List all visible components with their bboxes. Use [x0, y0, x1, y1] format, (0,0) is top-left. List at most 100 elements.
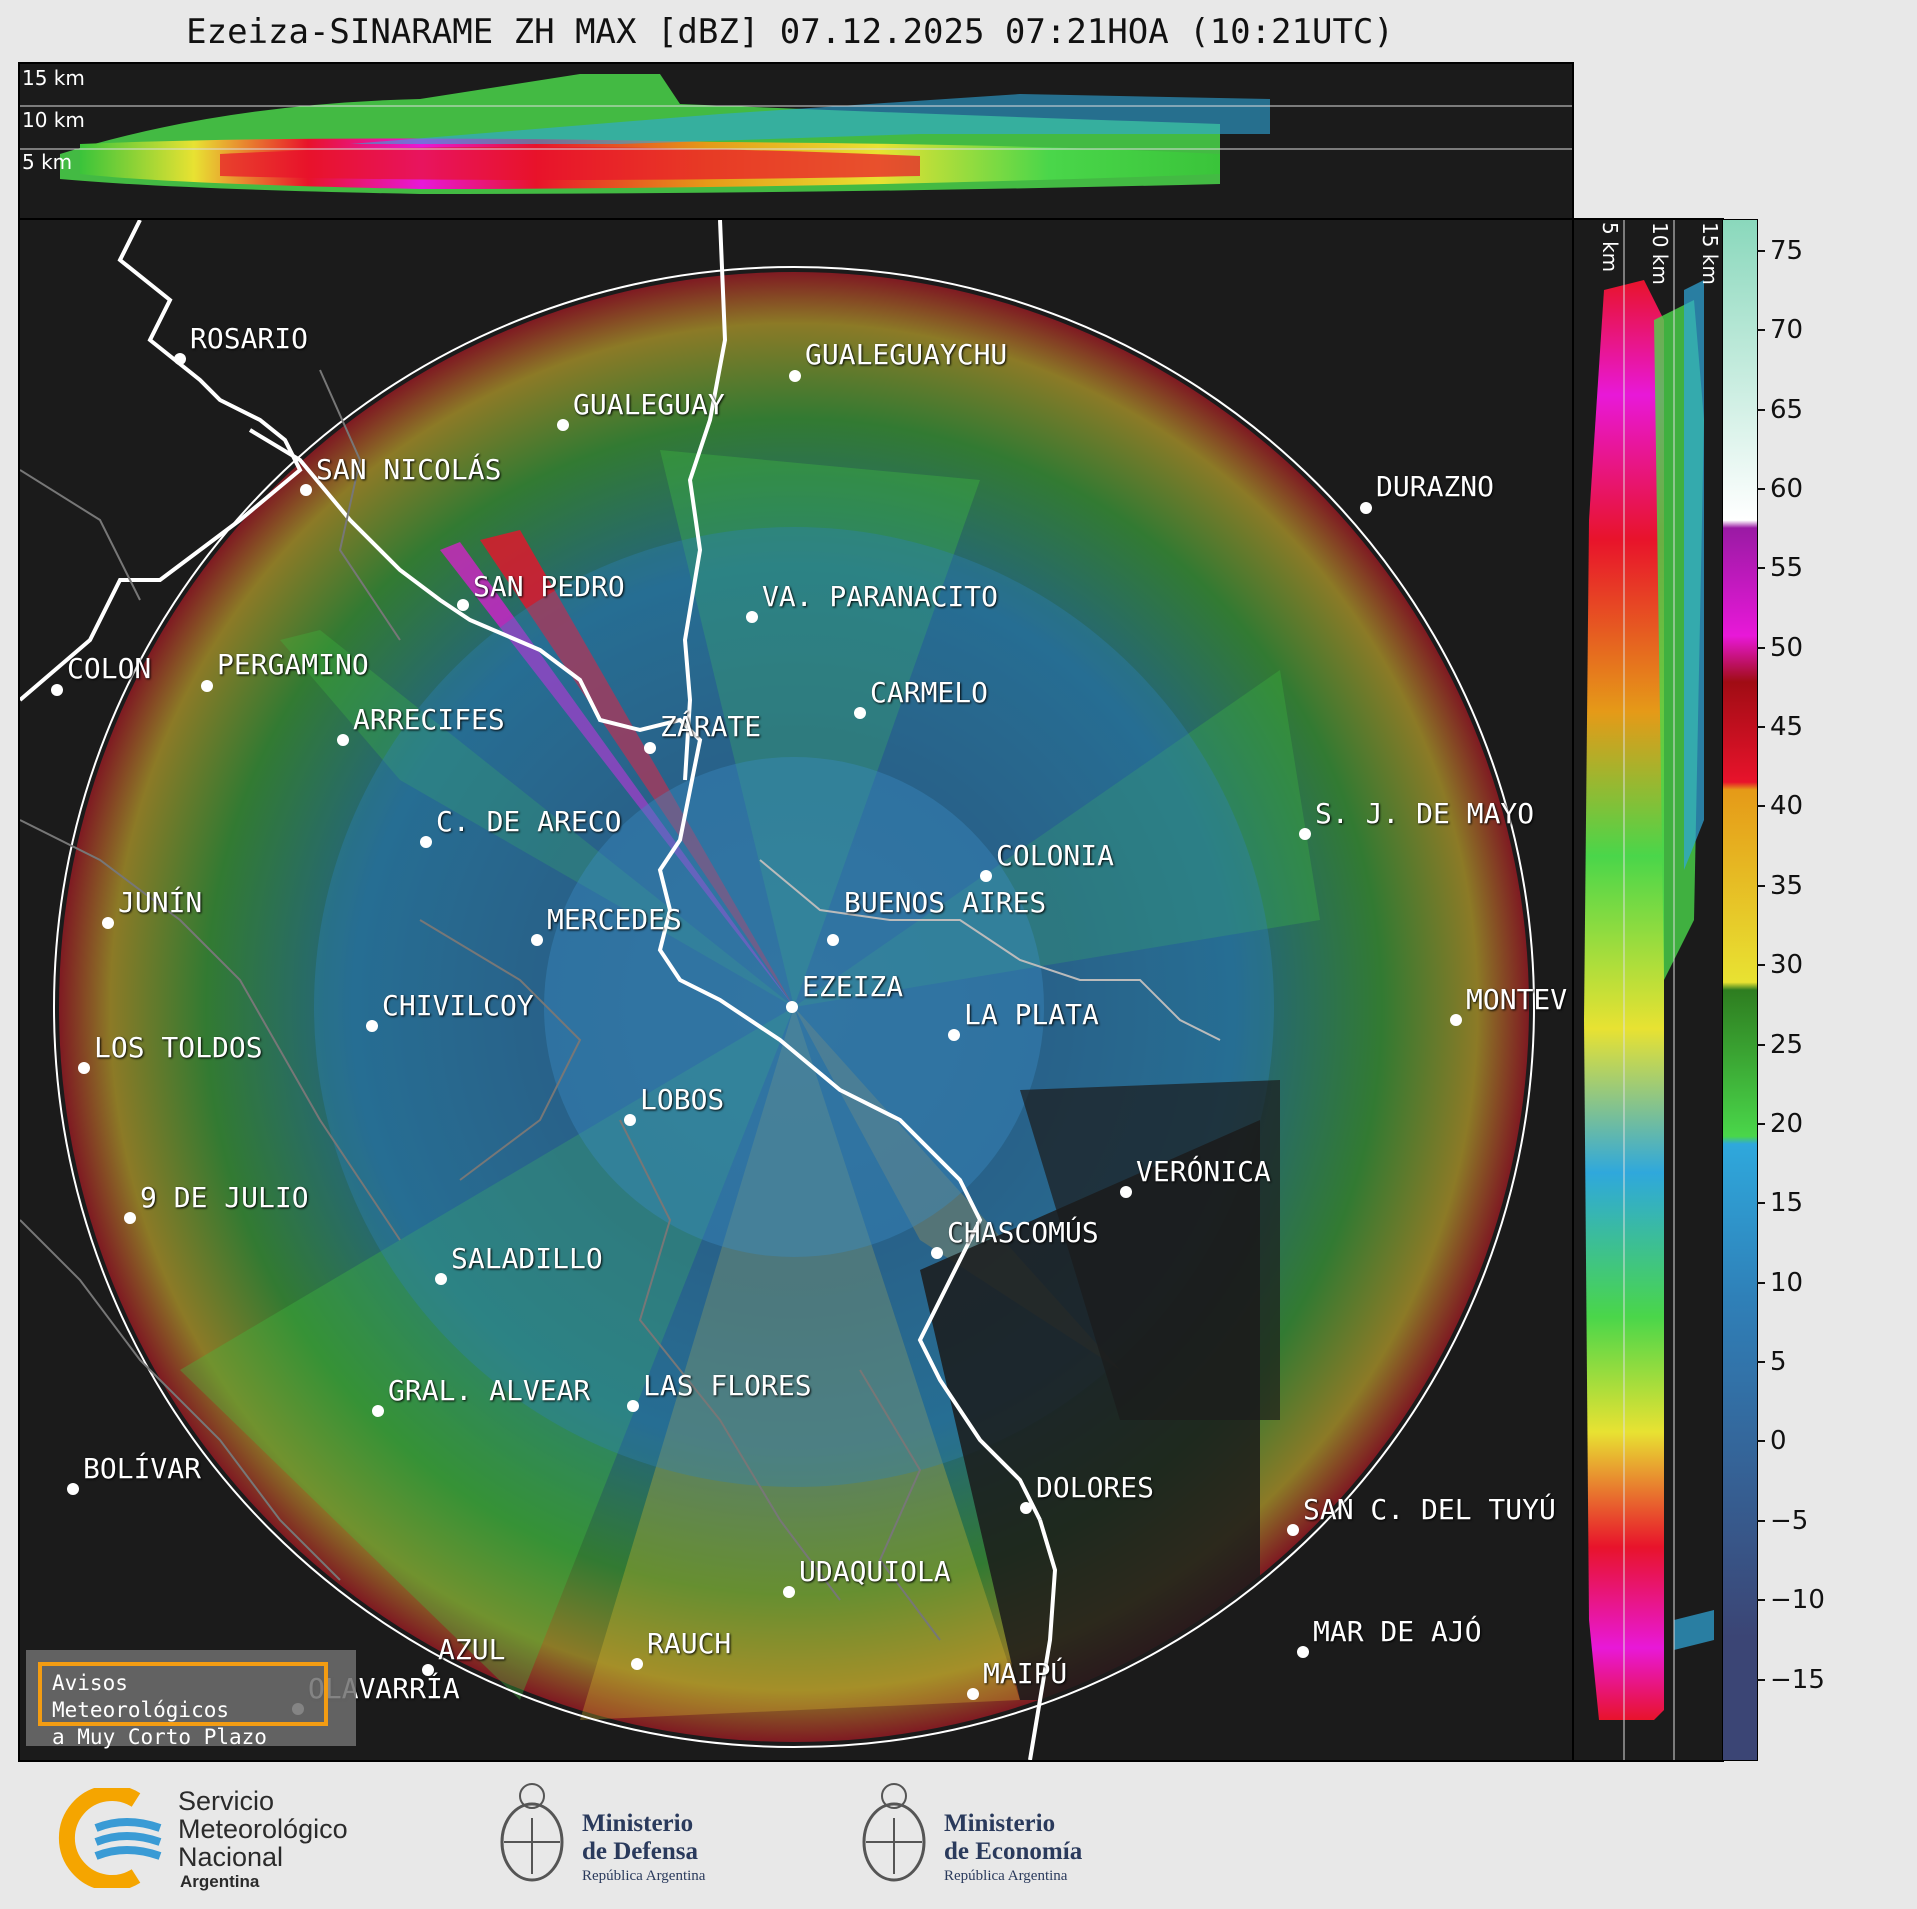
right-label-15km: 15 km — [1698, 222, 1722, 285]
river-uruguay — [682, 220, 728, 781]
city-dot-9-de-julio — [124, 1212, 136, 1224]
city-dot-chascomus — [931, 1247, 943, 1259]
defensa-line1: Ministerio — [582, 1810, 694, 1837]
city-label-bolivar: BOLÍVAR — [83, 1452, 202, 1485]
city-dot-mar-de-ajo — [1297, 1646, 1309, 1658]
city-label-chascomus: CHASCOMÚS — [947, 1216, 1099, 1249]
city-dot-los-toldos — [78, 1062, 90, 1074]
city-label-saladillo: SALADILLO — [451, 1242, 603, 1275]
city-dot-colon — [51, 684, 63, 696]
defensa-sub: República Argentina — [582, 1868, 706, 1884]
city-dot-durazno — [1360, 502, 1372, 514]
city-label-pergamino: PERGAMINO — [217, 648, 369, 681]
colorbar-tick — [1757, 1599, 1765, 1602]
colorbar-tick — [1757, 884, 1765, 887]
city-label-san-nicolas: SAN NICOLÁS — [316, 453, 502, 486]
city-dot-carmelo — [854, 707, 866, 719]
right-label-5km: 5 km — [1598, 222, 1622, 273]
colorbar-tick-label: 50 — [1770, 632, 1804, 663]
city-label-rauch: RAUCH — [647, 1627, 732, 1660]
colorbar-tick-label: 75 — [1770, 235, 1804, 266]
colorbar-tick-label: 45 — [1770, 712, 1804, 743]
smn-line4: Argentina — [180, 1872, 260, 1891]
city-dot-c-de-areco — [420, 836, 432, 848]
city-label-veronica: VERÓNICA — [1136, 1155, 1271, 1188]
city-label-colonia: COLONIA — [996, 839, 1115, 872]
city-dot-udaquiola — [783, 1586, 795, 1598]
city-dot-san-nicolas — [300, 484, 312, 496]
colorbar-tick-label: 40 — [1770, 791, 1804, 822]
colorbar-tick-label: 55 — [1770, 553, 1804, 584]
top-cross-section-plot — [20, 74, 1572, 194]
city-label-gualeguaychu: GUALEGUAYCHU — [805, 338, 1008, 371]
top-label-5km: 5 km — [22, 150, 73, 174]
top-cross-section: 15 km 10 km 5 km — [18, 62, 1574, 220]
city-label-carmelo: CARMELO — [870, 676, 989, 709]
city-dot-gualeguaychu — [789, 370, 801, 382]
city-label-gral-alvear: GRAL. ALVEAR — [388, 1374, 591, 1407]
colorbar — [1722, 219, 1758, 1761]
economia-sub: República Argentina — [944, 1868, 1068, 1884]
economia-coat-of-arms-icon — [862, 1783, 926, 1882]
smn-line1: Servicio — [178, 1786, 275, 1816]
colorbar-tick — [1757, 964, 1765, 967]
colorbar-tick-label: 15 — [1770, 1188, 1804, 1219]
city-label-rosario: ROSARIO — [190, 322, 309, 355]
city-dot-bolivar — [67, 1483, 79, 1495]
colorbar-tick-label: −5 — [1770, 1505, 1809, 1536]
colorbar-tick — [1757, 487, 1765, 490]
city-dot-rauch — [631, 1658, 643, 1670]
colorbar-tick — [1757, 1519, 1765, 1522]
top-label-10km: 10 km — [22, 108, 85, 132]
economia-line2: de Economía — [944, 1838, 1083, 1865]
defensa-line2: de Defensa — [582, 1838, 698, 1865]
smn-line2: Meteorológico — [178, 1814, 348, 1844]
avisos-inner[interactable]: Avisos Meteorológicos a Muy Corto Plazo — [38, 1662, 328, 1749]
city-dot-pergamino — [201, 680, 213, 692]
top-label-15km: 15 km — [22, 66, 85, 90]
smn-logo-icon — [58, 1788, 162, 1888]
right-label-10km: 10 km — [1648, 222, 1672, 285]
city-dot-las-flores — [627, 1400, 639, 1412]
avisos-box[interactable]: Avisos Meteorológicos a Muy Corto Plazo — [26, 1650, 356, 1749]
city-label-las-flores: LAS FLORES — [643, 1369, 812, 1402]
colorbar-tick-label: 70 — [1770, 315, 1804, 346]
city-label-san-c-del-tuyu: SAN C. DEL TUYÚ — [1303, 1493, 1556, 1526]
right-cross-section-plot — [1584, 220, 1714, 1760]
city-dot-gral-alvear — [372, 1405, 384, 1417]
city-dot-la-plata — [948, 1029, 960, 1041]
smn-line3: Nacional — [178, 1842, 284, 1872]
colorbar-tick — [1757, 249, 1765, 252]
city-dot-colonia — [980, 870, 992, 882]
city-label-arrecifes: ARRECIFES — [353, 703, 505, 736]
city-dot-arrecifes — [337, 734, 349, 746]
colorbar-tick-label: −15 — [1770, 1664, 1825, 1695]
city-dot-san-c-del-tuyu — [1287, 1524, 1299, 1536]
avisos-line2: a Muy Corto Plazo — [52, 1725, 267, 1749]
city-label-udaquiola: UDAQUIOLA — [799, 1555, 951, 1588]
city-label-montevideo: MONTEV — [1466, 983, 1568, 1016]
colorbar-tick — [1757, 1202, 1765, 1205]
city-dot-ezeiza — [786, 1001, 798, 1013]
city-dot-junin — [102, 917, 114, 929]
city-label-buenos-aires: BUENOS AIRES — [844, 886, 1047, 919]
colorbar-tick — [1757, 1361, 1765, 1364]
city-label-chivilcoy: CHIVILCOY — [382, 989, 534, 1022]
colorbar-tick — [1757, 408, 1765, 411]
city-dot-buenos-aires — [827, 934, 839, 946]
avisos-line1: Avisos Meteorológicos — [52, 1671, 230, 1722]
city-label-c-de-areco: C. DE ARECO — [436, 805, 622, 838]
coastline-west — [20, 220, 303, 702]
city-label-los-toldos: LOS TOLDOS — [94, 1031, 263, 1064]
colorbar-tick — [1757, 646, 1765, 649]
colorbar-tick-label: 10 — [1770, 1267, 1804, 1298]
city-label-lobos: LOBOS — [640, 1083, 725, 1116]
city-label-junin: JUNÍN — [118, 886, 203, 919]
colorbar-tick-label: 65 — [1770, 394, 1804, 425]
city-label-zarate: ZÁRATE — [660, 710, 762, 743]
city-dot-zarate — [644, 742, 656, 754]
colorbar-tick-label: 20 — [1770, 1108, 1804, 1139]
city-dot-rosario — [174, 353, 186, 365]
radar-map-svg — [20, 220, 1535, 1760]
city-label-ezeiza: EZEIZA — [802, 970, 904, 1003]
